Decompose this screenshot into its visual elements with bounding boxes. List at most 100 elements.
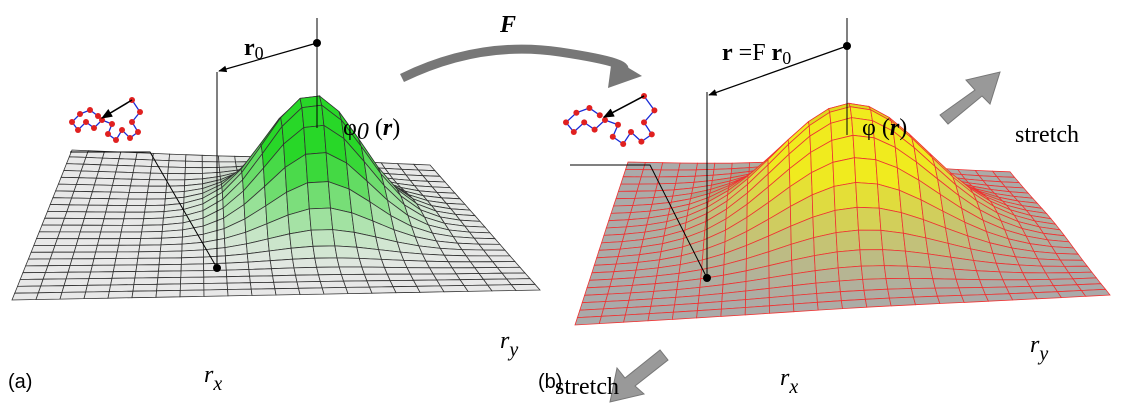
mesh-cell xyxy=(311,230,335,247)
mesh-cell xyxy=(985,294,1012,302)
bead xyxy=(119,127,125,133)
mesh-cell xyxy=(86,205,107,212)
mesh-cell xyxy=(55,239,78,246)
bead xyxy=(127,135,133,141)
mesh-cell xyxy=(883,250,908,267)
mesh-cell xyxy=(484,250,511,256)
mesh-cell xyxy=(677,170,696,177)
mesh-cell xyxy=(339,267,364,275)
surfaces xyxy=(12,96,1110,325)
mesh-cell xyxy=(161,237,182,245)
mesh-cell xyxy=(50,252,74,259)
mesh-cell xyxy=(839,279,864,291)
mesh-cell xyxy=(464,285,492,291)
mesh-cell xyxy=(296,275,321,282)
bead xyxy=(610,134,616,140)
mesh-cell xyxy=(836,230,860,252)
mesh-cell xyxy=(362,267,388,274)
mesh-cell xyxy=(113,179,132,186)
mesh-cell xyxy=(297,282,322,289)
mesh-cell xyxy=(954,269,980,280)
mesh-cell xyxy=(72,191,93,198)
mesh-cell xyxy=(227,283,251,290)
vector-subscript: 0 xyxy=(255,43,264,63)
mesh-cell xyxy=(1056,253,1083,260)
mesh-cell xyxy=(168,167,186,174)
mesh-cell xyxy=(159,264,182,271)
mesh-cell xyxy=(493,262,520,268)
mesh-cell xyxy=(181,277,204,284)
mesh-cell xyxy=(39,225,62,232)
mesh-cell xyxy=(186,155,203,162)
mesh-cell xyxy=(127,199,147,206)
mesh-cell xyxy=(144,212,164,219)
mesh-cell xyxy=(308,182,331,209)
mesh-cell xyxy=(96,172,115,179)
mesh-cell xyxy=(104,212,125,219)
mesh-cell xyxy=(382,259,408,267)
mesh-cell xyxy=(618,184,639,191)
mesh-cell xyxy=(62,218,84,225)
mesh-cell xyxy=(511,284,540,290)
bead xyxy=(620,141,626,147)
mesh-cell xyxy=(865,298,891,307)
mesh-cell xyxy=(599,315,625,324)
bead xyxy=(113,137,119,143)
mesh-cell xyxy=(659,170,678,177)
mesh-cell xyxy=(84,212,106,219)
mesh-cell xyxy=(112,272,136,279)
mesh-cell xyxy=(159,258,182,265)
mesh-cell xyxy=(359,258,384,267)
mesh-cell xyxy=(146,199,166,206)
mesh-cell xyxy=(1082,289,1111,296)
transform-label: F xyxy=(499,12,516,38)
mesh-cell xyxy=(390,280,417,286)
mesh-cell xyxy=(364,274,390,281)
mesh-cell xyxy=(45,211,67,218)
mesh-cell xyxy=(250,276,274,283)
mesh-cell xyxy=(275,288,300,295)
mesh-cell xyxy=(864,289,889,299)
mesh-cell xyxy=(53,191,74,198)
mesh-cell xyxy=(119,152,137,159)
bead xyxy=(91,125,97,131)
mesh-cell xyxy=(90,192,110,199)
transform-arrow xyxy=(402,49,624,78)
mesh-cell xyxy=(76,178,96,185)
bead xyxy=(95,113,101,119)
mesh-cell xyxy=(226,262,249,270)
mesh-cell xyxy=(92,259,116,266)
mesh-cell xyxy=(151,160,169,167)
mesh-cell xyxy=(76,239,99,246)
axis-label: ry xyxy=(1030,332,1048,365)
mesh-cell xyxy=(84,157,103,164)
mesh-cell xyxy=(26,259,51,266)
mesh-cell xyxy=(132,291,157,298)
mesh-cell xyxy=(1046,273,1073,280)
mesh-cell xyxy=(474,238,500,244)
mesh-cell xyxy=(407,268,433,275)
axis-subscript: y xyxy=(507,339,518,361)
mesh-cell xyxy=(109,285,134,292)
mesh-cell xyxy=(835,207,859,232)
bead xyxy=(83,119,89,125)
mesh-cell xyxy=(139,245,161,252)
mesh-cell xyxy=(135,271,159,278)
mesh-cell xyxy=(148,186,167,193)
mesh-cell xyxy=(157,277,181,284)
field-symbol: φ xyxy=(862,115,876,141)
mesh-cell xyxy=(117,245,140,252)
mesh-cell xyxy=(299,288,325,295)
mesh-cell xyxy=(81,164,100,171)
mesh-cell xyxy=(158,271,181,278)
mesh-cell xyxy=(140,238,162,245)
mesh-cell xyxy=(202,155,219,162)
mesh-cell xyxy=(337,258,362,267)
mesh-cell xyxy=(273,275,297,282)
mesh-cell xyxy=(66,272,91,279)
mesh-cell xyxy=(128,192,148,199)
mesh-cell xyxy=(937,295,964,303)
paren: ) xyxy=(899,115,907,141)
mesh-cell xyxy=(614,198,635,206)
mesh-cell xyxy=(346,287,372,294)
